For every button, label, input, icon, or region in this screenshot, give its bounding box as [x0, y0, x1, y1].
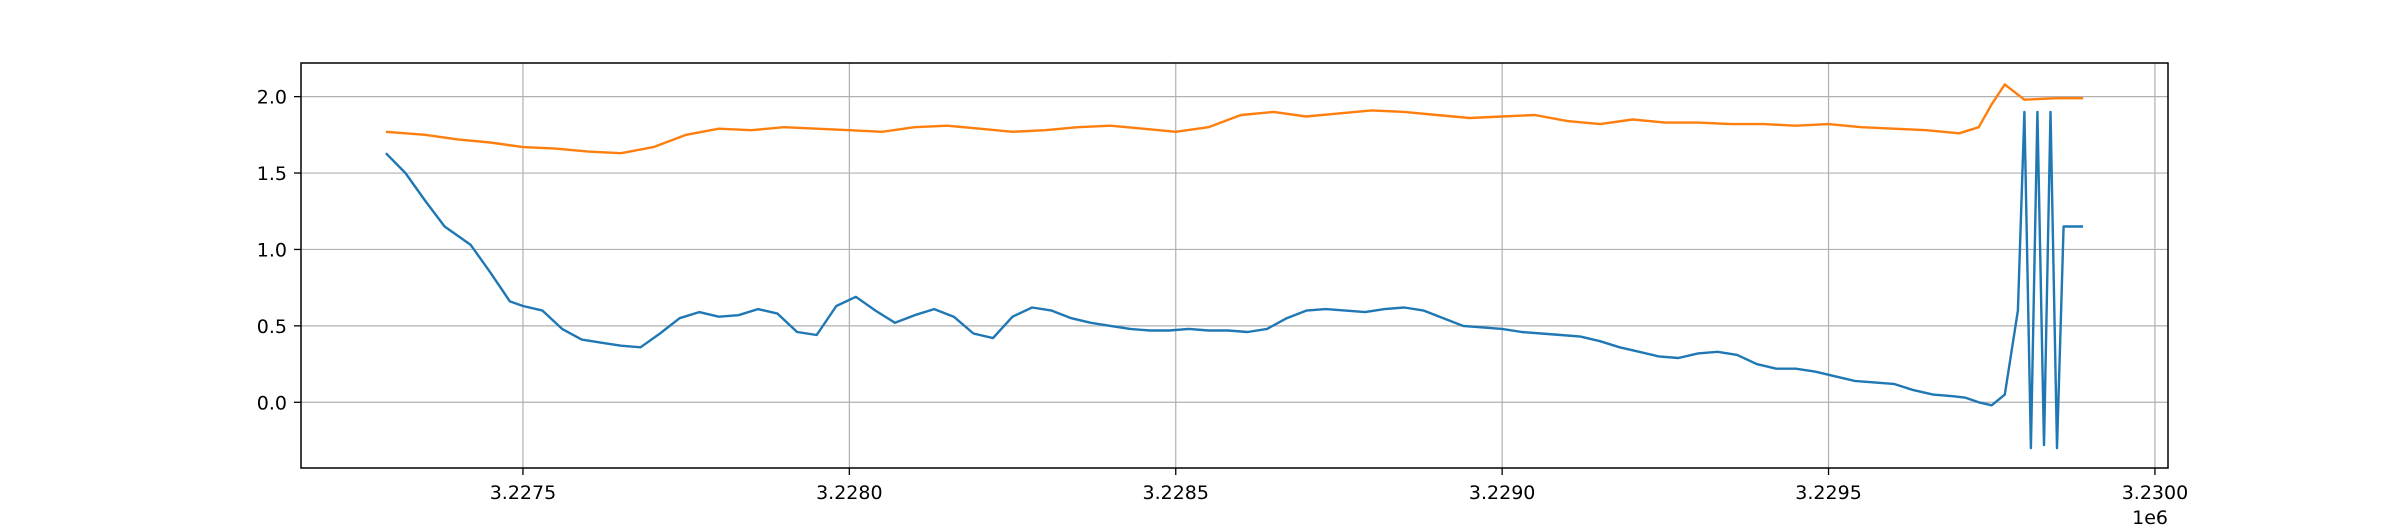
plot-frame — [300, 62, 2169, 469]
x-tick-label: 3.2280 — [816, 482, 882, 504]
y-tick-label: 0.0 — [257, 392, 287, 414]
x-axis-offset-label: 1e6 — [2132, 507, 2168, 525]
grid-lines — [301, 63, 2168, 468]
data-series — [385, 83, 2084, 450]
y-tick-label: 1.5 — [257, 163, 287, 185]
series-line-1 — [385, 110, 2084, 450]
x-tick-label: 3.2290 — [1469, 482, 1535, 504]
y-tick-label: 2.0 — [257, 87, 287, 109]
x-tick-label: 3.2295 — [1795, 482, 1861, 504]
y-tick-label: 0.5 — [257, 316, 287, 338]
series-line-2 — [385, 83, 2084, 155]
x-tick-label: 3.2275 — [490, 482, 556, 504]
x-axis-ticks: 3.2275 3.2280 3.2285 3.2290 3.2295 3.2300 — [490, 468, 2188, 504]
y-axis-ticks: 0.0 0.5 1.0 1.5 2.0 — [257, 87, 301, 414]
x-tick-label: 3.2285 — [1143, 482, 1209, 504]
y-tick-label: 1.0 — [257, 239, 287, 261]
x-tick-label: 3.2300 — [2122, 482, 2188, 504]
